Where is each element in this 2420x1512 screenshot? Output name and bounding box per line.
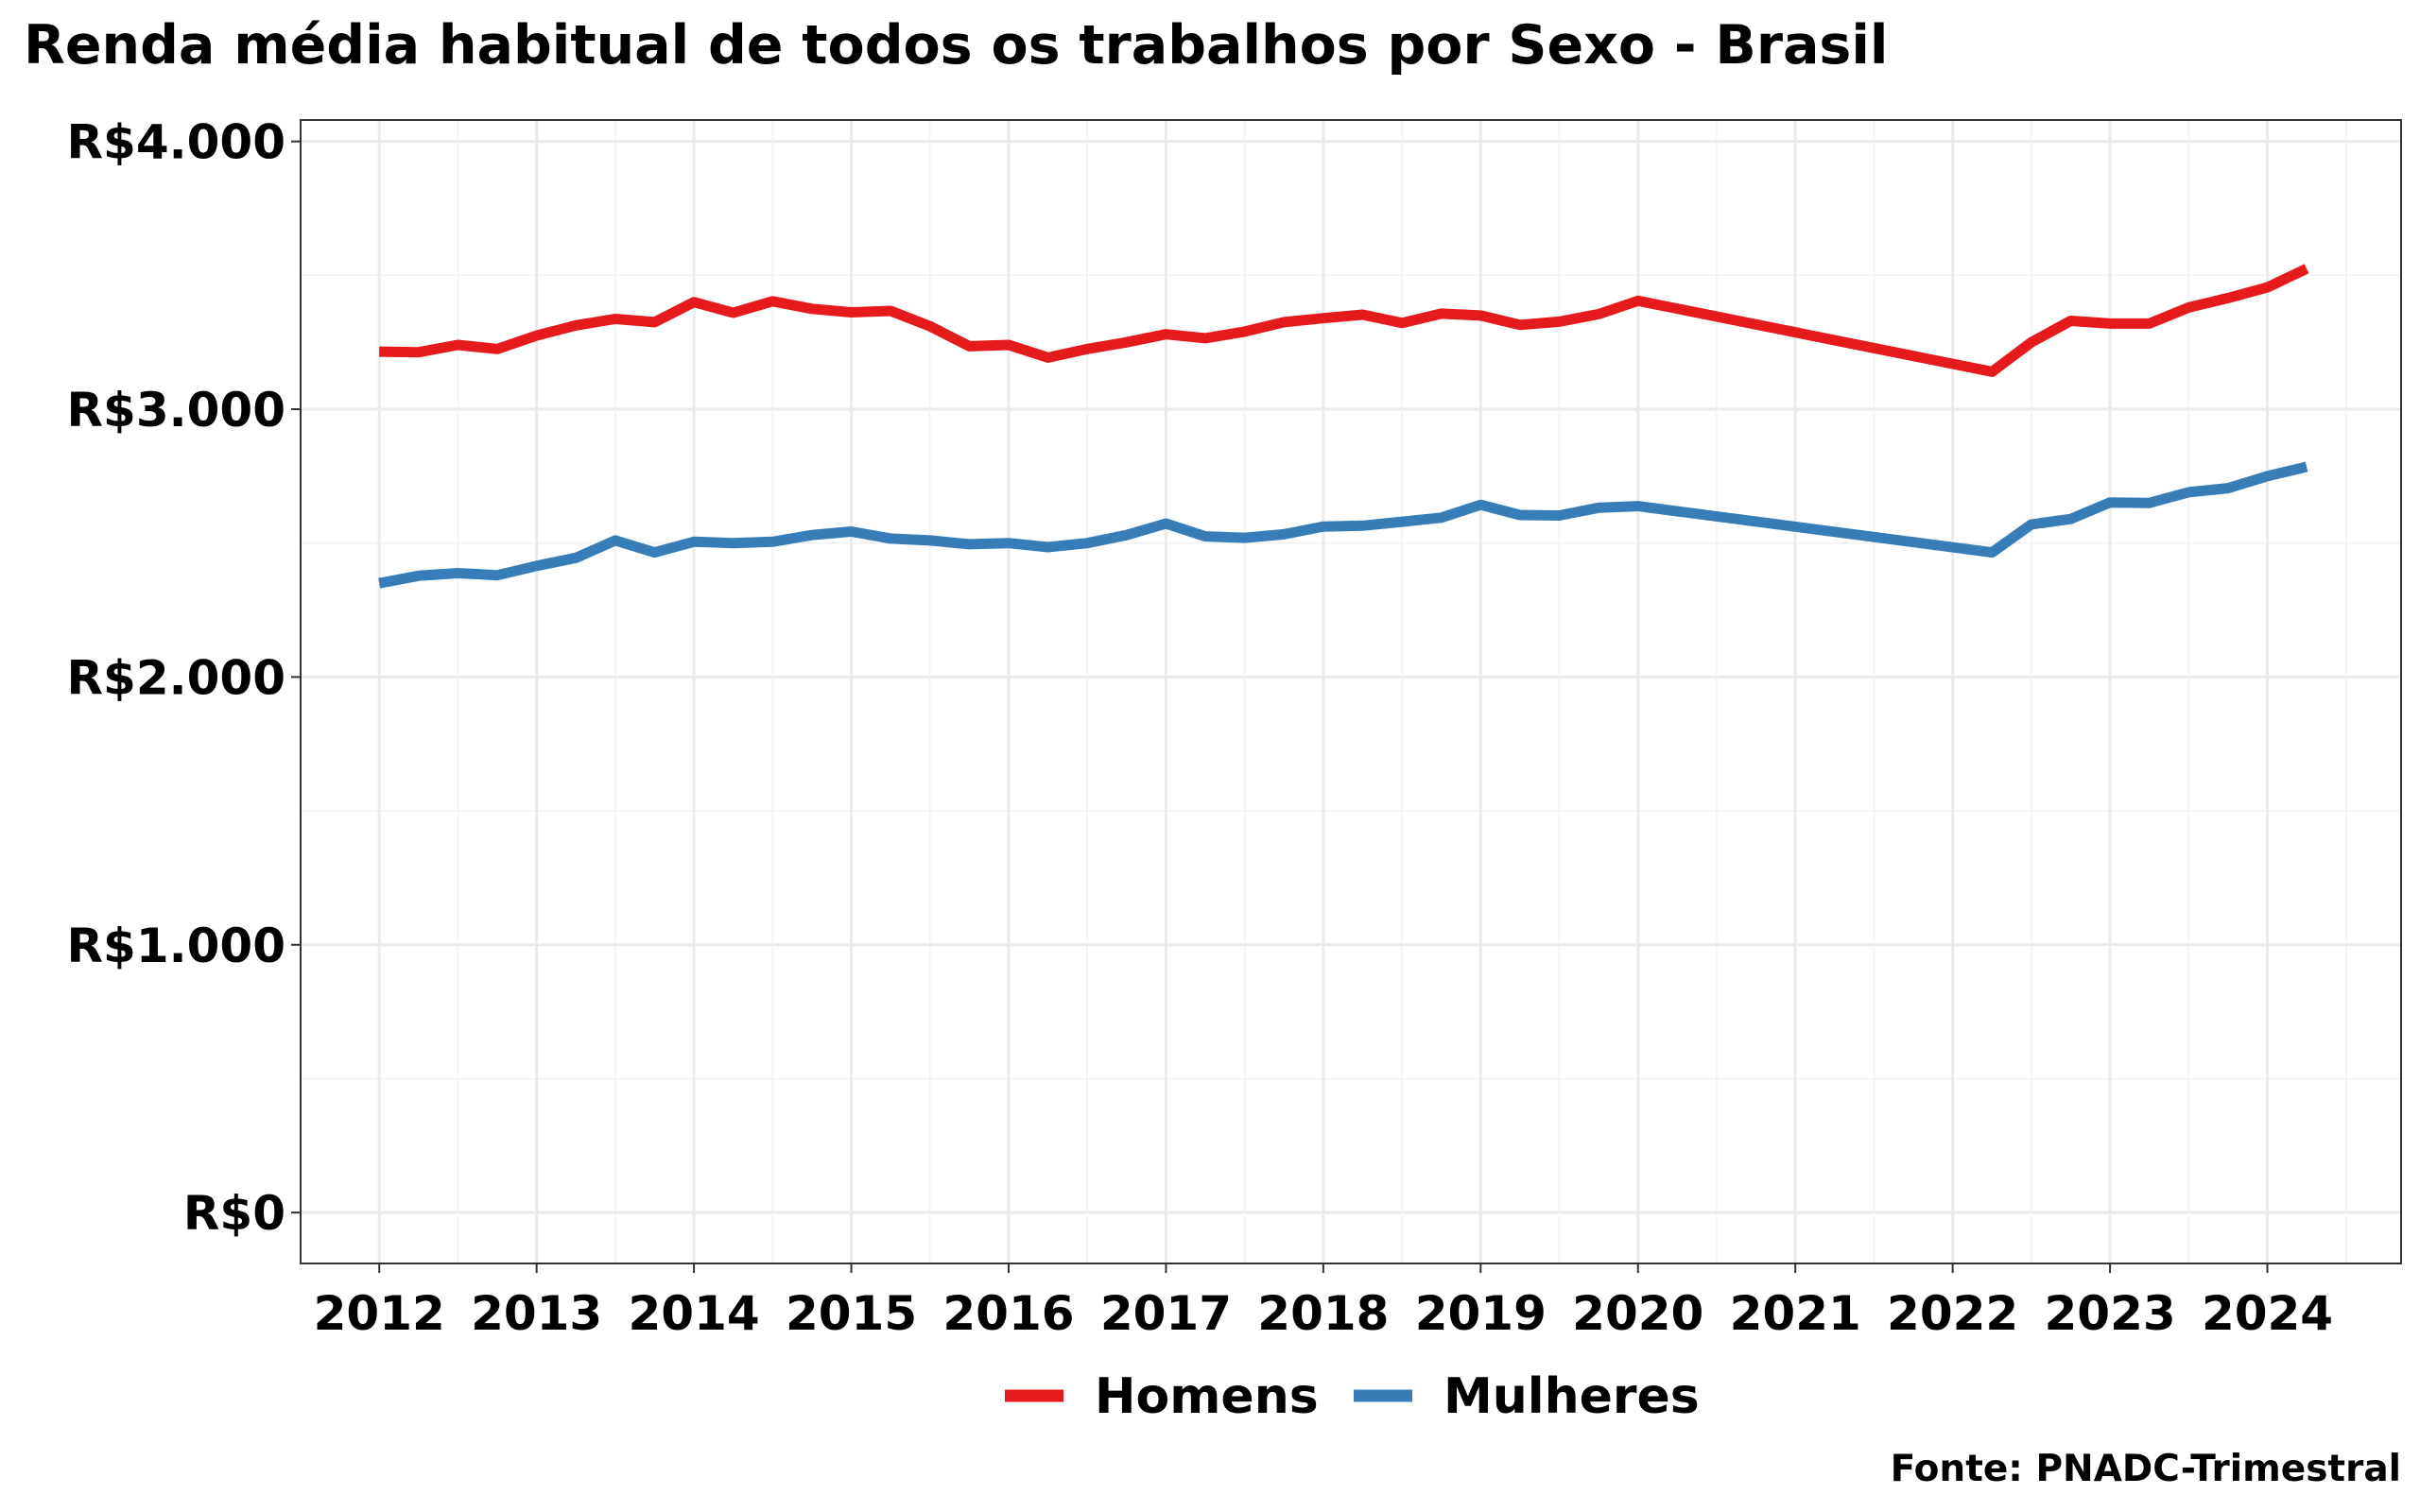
x-tick-label: 2016	[942, 1286, 1074, 1341]
x-tick-label: 2017	[1100, 1286, 1232, 1341]
y-tick-label: R$4.000	[67, 115, 285, 170]
y-tick-label: R$1.000	[67, 919, 285, 973]
x-tick-label: 2019	[1415, 1286, 1547, 1341]
series-line-mulheres	[378, 461, 2308, 589]
legend: Homens Mulheres	[1005, 1368, 1700, 1425]
legend-label-mulheres: Mulheres	[1443, 1368, 1700, 1425]
x-tick-label: 2022	[1887, 1286, 2018, 1341]
chart-caption: Fonte: PNADC-Trimestral	[1891, 1448, 2401, 1490]
series-lines	[378, 264, 2309, 589]
x-tick-label: 2021	[1730, 1286, 1861, 1341]
y-tick-label: R$2.000	[67, 650, 285, 705]
y-tick-label: R$3.000	[67, 383, 285, 438]
legend-label-homens: Homens	[1095, 1368, 1319, 1425]
plot-panel	[300, 119, 2402, 1264]
x-tick-label: 2024	[2202, 1286, 2333, 1341]
chart-title: Renda média habitual de todos os trabalh…	[24, 14, 1888, 77]
x-tick-label: 2020	[1572, 1286, 1703, 1341]
series-line-homens	[379, 264, 2309, 377]
x-tick-label: 2012	[314, 1286, 445, 1341]
x-tick-label: 2013	[471, 1286, 602, 1341]
x-tick-label: 2023	[2044, 1286, 2175, 1341]
x-tick-label: 2014	[629, 1286, 760, 1341]
x-tick-label: 2018	[1257, 1286, 1389, 1341]
grid	[300, 120, 2401, 1263]
y-axis: R$0 R$1.000 R$2.000 R$3.000 R$4.000	[67, 115, 301, 1241]
y-tick-label: R$0	[183, 1186, 285, 1241]
x-axis: 2012 2013 2014 2015 2016 2017 2018 2019 2020 2021…	[314, 1263, 2333, 1341]
x-tick-label: 2015	[786, 1286, 917, 1341]
